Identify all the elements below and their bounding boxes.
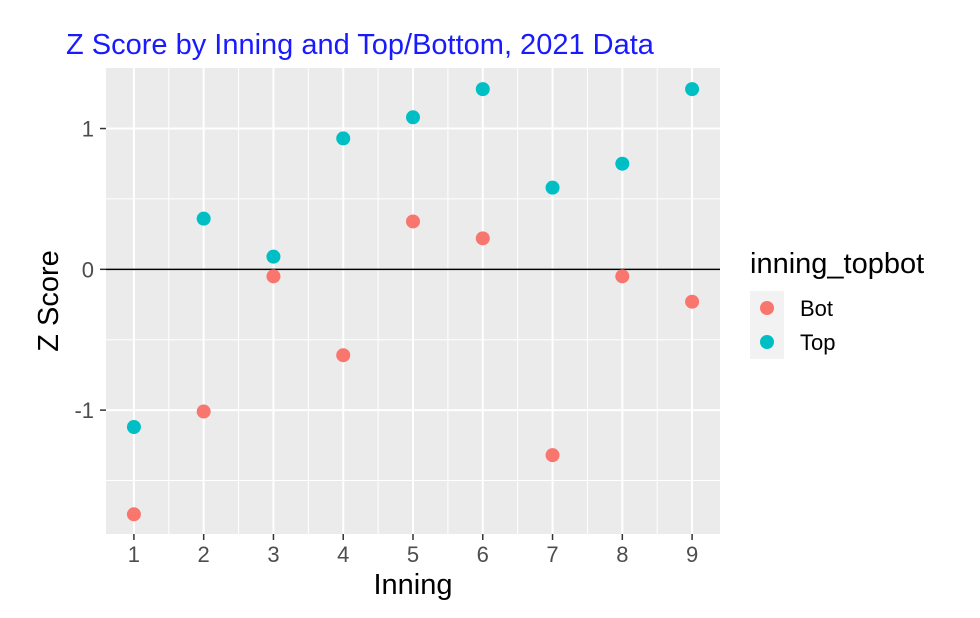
x-tick-label: 9 xyxy=(686,542,698,567)
data-point-bot xyxy=(545,448,560,463)
data-points xyxy=(126,82,700,522)
y-axis: -1 0 1 xyxy=(74,117,106,423)
legend-title: inning_topbot xyxy=(750,248,924,280)
data-point-top xyxy=(266,249,281,264)
legend-swatch-bot xyxy=(760,301,774,315)
data-point-top xyxy=(336,131,351,146)
data-point-top xyxy=(545,180,560,195)
data-point-top xyxy=(126,420,141,435)
legend-swatch-top xyxy=(760,335,774,349)
chart-title: Z Score by Inning and Top/Bottom, 2021 D… xyxy=(66,29,655,61)
x-tick-label: 2 xyxy=(198,542,210,567)
legend: inning_topbot Bot Top xyxy=(750,248,924,359)
x-tick-label: 4 xyxy=(337,542,349,567)
legend-label-bot: Bot xyxy=(800,296,833,321)
y-tick-label: 0 xyxy=(82,257,94,282)
x-tick-label: 8 xyxy=(616,542,628,567)
data-point-top xyxy=(475,82,490,97)
data-point-top xyxy=(196,211,211,226)
data-point-bot xyxy=(126,507,141,522)
y-tick-label: 1 xyxy=(82,117,94,142)
data-point-bot xyxy=(336,348,351,363)
legend-label-top: Top xyxy=(800,330,835,355)
y-axis-label: Z Score xyxy=(33,250,65,352)
x-tick-label: 3 xyxy=(267,542,279,567)
data-point-top xyxy=(685,82,700,97)
x-axis: 1 2 3 4 5 6 7 8 9 xyxy=(128,534,698,567)
data-point-bot xyxy=(615,269,630,284)
data-point-bot xyxy=(266,269,281,284)
x-tick-label: 7 xyxy=(546,542,558,567)
data-point-bot xyxy=(196,404,211,419)
x-tick-label: 6 xyxy=(477,542,489,567)
data-point-bot xyxy=(475,231,490,246)
data-point-bot xyxy=(406,214,420,229)
x-tick-label: 1 xyxy=(128,542,140,567)
data-point-top xyxy=(406,110,420,125)
y-tick-label: -1 xyxy=(74,398,94,423)
data-point-bot xyxy=(685,294,700,309)
x-tick-label: 5 xyxy=(407,542,419,567)
data-point-top xyxy=(615,156,630,171)
x-axis-label: Inning xyxy=(373,569,452,601)
